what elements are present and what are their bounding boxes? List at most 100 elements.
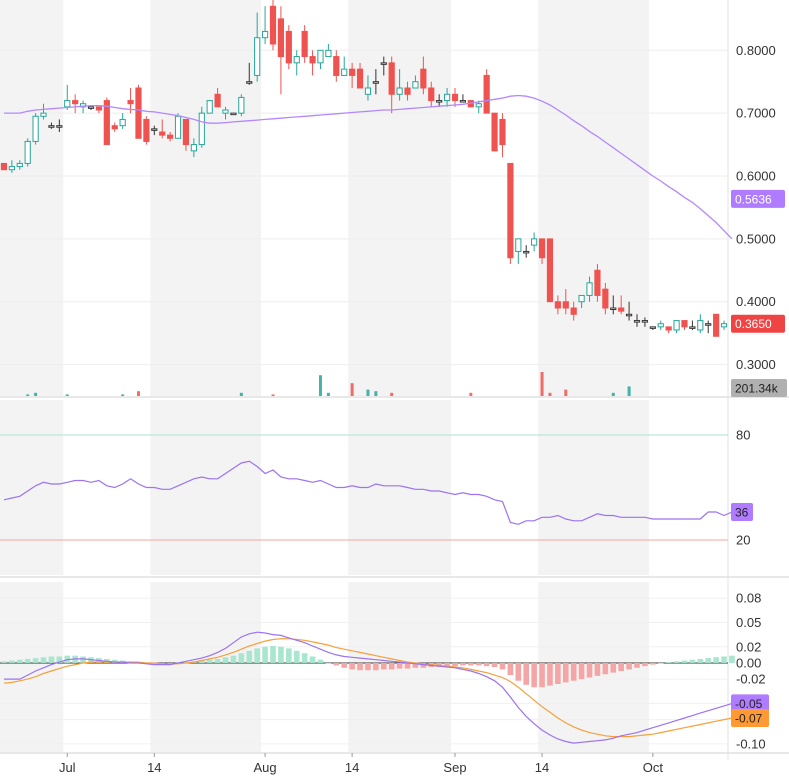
x-tick-label: 14	[147, 760, 161, 775]
background-band	[0, 400, 64, 575]
rsi-value-badge-bg	[731, 503, 753, 521]
candle-body	[491, 112, 498, 152]
macd-histogram-bar	[483, 662, 490, 667]
macd-histogram-bar	[230, 655, 237, 663]
candle-body	[198, 112, 205, 146]
background-band	[538, 0, 649, 396]
candle-body	[333, 56, 340, 76]
candle-body	[261, 30, 269, 39]
macd-histogram-bar	[444, 662, 450, 667]
macd-histogram-bar	[681, 660, 688, 663]
moving-average-line	[4, 94, 733, 240]
macd-value-badge: -0.05	[735, 697, 763, 711]
price-tick-label: 0.7000	[736, 106, 776, 121]
macd-histogram-bar	[650, 662, 656, 665]
price-tick-label: 0.3000	[736, 357, 776, 372]
macd-histogram-bar	[111, 659, 118, 663]
candle-body	[649, 326, 656, 329]
macd-histogram-bar	[586, 662, 593, 678]
macd-histogram-bar	[634, 662, 640, 668]
x-tick-label: Aug	[254, 760, 277, 775]
macd-histogram-bar	[286, 648, 292, 663]
candle-body	[705, 323, 712, 326]
background-band	[0, 582, 64, 752]
candle-body	[459, 100, 467, 103]
macd-histogram-bar	[578, 662, 585, 680]
x-tick-label: 14	[345, 760, 359, 775]
volume-bar	[390, 392, 394, 396]
volume-bar	[540, 372, 544, 396]
candle-body	[32, 115, 39, 142]
background-band	[150, 582, 262, 752]
macd-histogram-bar	[468, 662, 474, 666]
ma-line	[4, 94, 733, 240]
candle-body	[8, 166, 15, 171]
candle-body	[483, 74, 490, 114]
candle-body	[341, 68, 348, 76]
candle-body	[64, 100, 71, 108]
candle-body	[713, 313, 720, 337]
background-band	[348, 0, 452, 396]
candle-body	[641, 320, 649, 323]
macd-histogram-bar	[460, 662, 466, 666]
candle-body	[103, 100, 110, 146]
macd-histogram-bar	[618, 662, 624, 672]
candle-body	[174, 115, 182, 139]
macd-histogram-bar	[642, 662, 648, 667]
candle-body	[673, 320, 680, 331]
macd-histogram-bar	[562, 662, 569, 683]
macd-histogram-bar	[665, 662, 672, 663]
volume-bar	[65, 394, 69, 396]
macd-histogram-bar	[357, 662, 363, 671]
candle-body	[151, 128, 158, 131]
rsi-panel	[0, 434, 733, 541]
background-band	[538, 582, 649, 752]
background-band	[150, 400, 262, 575]
macd-histogram-bar	[475, 662, 482, 666]
candle-body	[127, 100, 134, 105]
rsi-tick-label: 80	[736, 428, 750, 443]
candle-body	[95, 106, 103, 111]
candle-body	[586, 282, 593, 296]
macd-panel	[0, 631, 735, 744]
candle-body	[269, 5, 277, 45]
macd-histogram-bar	[80, 656, 86, 663]
macd-histogram-bar	[610, 662, 617, 673]
candle-body	[143, 118, 150, 142]
macd-histogram-bar	[293, 650, 300, 663]
macd-histogram-bar	[491, 662, 498, 667]
x-tick-label: Sep	[443, 760, 466, 775]
candle-body	[388, 62, 395, 95]
macd-histogram-bar	[341, 662, 348, 668]
volume-bar	[548, 392, 552, 396]
candle-body	[167, 134, 174, 139]
candle-body	[618, 307, 625, 312]
macd-histogram-bar	[262, 646, 268, 663]
macd-histogram-bar	[555, 662, 561, 684]
macd-histogram-bar	[333, 662, 340, 666]
candle-body	[720, 323, 728, 328]
macd-histogram-bar	[515, 662, 522, 681]
candle-body	[610, 307, 617, 310]
macd-histogram-bar	[404, 662, 411, 669]
macd-histogram-bar	[657, 662, 664, 664]
macd-histogram-bar	[246, 650, 253, 663]
macd-histogram-bar	[238, 653, 245, 663]
macd-tick-label: 0.00	[736, 655, 761, 670]
candle-body	[293, 56, 300, 64]
macd-histogram-bar	[365, 662, 371, 671]
volume-bar	[136, 391, 140, 396]
macd-histogram-bar	[222, 657, 229, 663]
price-tick-label: 0.4000	[736, 294, 776, 309]
candle-body	[420, 68, 427, 89]
ma-value-badge-bg	[731, 189, 785, 208]
candle-body	[317, 49, 324, 64]
macd-histogram-bar	[214, 658, 221, 663]
candle-body	[48, 125, 55, 128]
macd-histogram-bar	[16, 659, 23, 663]
candle-body	[40, 112, 47, 117]
candle-body	[538, 238, 546, 259]
candle-body	[428, 87, 435, 102]
macd-histogram-bar	[9, 660, 15, 663]
